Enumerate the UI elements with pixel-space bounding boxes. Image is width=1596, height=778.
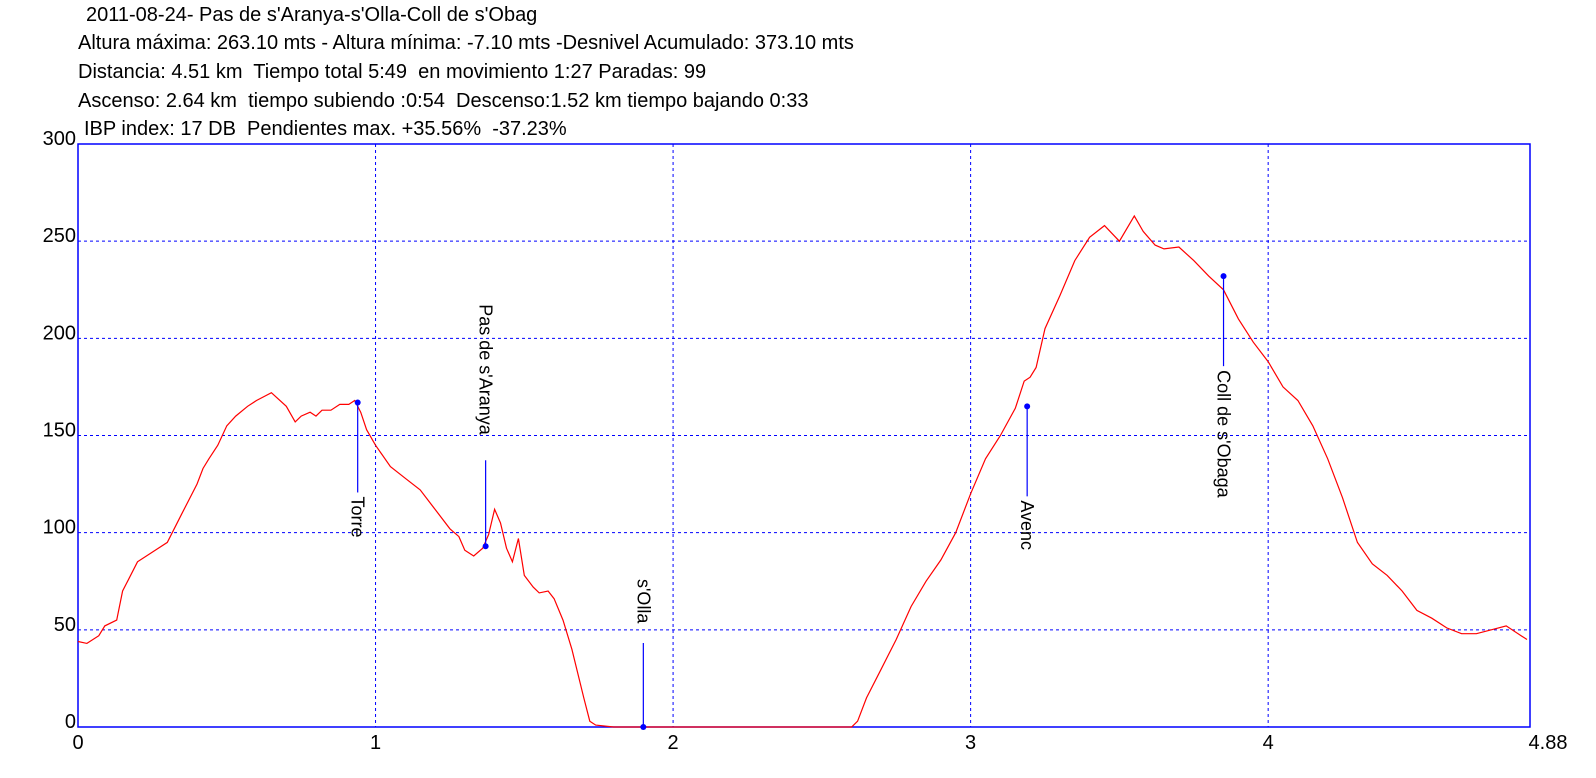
- waypoint-label: Pas de s'Aranya: [476, 304, 496, 435]
- x-tick-label: 3: [965, 732, 976, 754]
- y-tick-label: 150: [43, 420, 76, 442]
- x-tick-label: 4: [1263, 732, 1274, 754]
- waypoint-label: s'Olla: [633, 579, 653, 624]
- waypoint-marker: [1024, 403, 1031, 410]
- chart-title: 2011-08-24- Pas de s'Aranya-s'Olla-Coll …: [86, 4, 538, 26]
- x-tick-label: 2: [668, 732, 679, 754]
- waypoint-marker: [482, 543, 489, 550]
- y-tick-label: 50: [54, 614, 76, 636]
- elevation-profile-line: [77, 214, 1528, 728]
- waypoint-marker: [354, 399, 361, 406]
- y-tick-label: 200: [43, 322, 76, 344]
- distance-summary: Distancia: 4.51 km Tiempo total 5:49 en …: [78, 61, 707, 83]
- x-tick-label: 4.88: [1529, 732, 1568, 754]
- y-tick-label: 100: [43, 517, 76, 539]
- waypoint-label: Torre: [348, 496, 368, 537]
- x-tick-label: 1: [370, 732, 381, 754]
- ascent-descent-summary: Ascenso: 2.64 km tiempo subiendo :0:54 D…: [78, 90, 809, 112]
- altitude-summary: Altura máxima: 263.10 mts - Altura mínim…: [78, 32, 854, 54]
- ibp-summary: IBP index: 17 DB Pendientes max. +35.56%…: [84, 118, 567, 140]
- y-tick-label: 300: [43, 128, 76, 150]
- y-tick-label: 0: [65, 711, 76, 733]
- waypoint-label: Coll de s'Obaga: [1214, 370, 1234, 499]
- waypoint-marker: [640, 724, 647, 730]
- waypoint-label: Avenc: [1017, 500, 1037, 550]
- y-tick-label: 250: [43, 225, 76, 247]
- waypoint-marker: [1220, 273, 1227, 280]
- x-tick-label: 0: [72, 732, 83, 754]
